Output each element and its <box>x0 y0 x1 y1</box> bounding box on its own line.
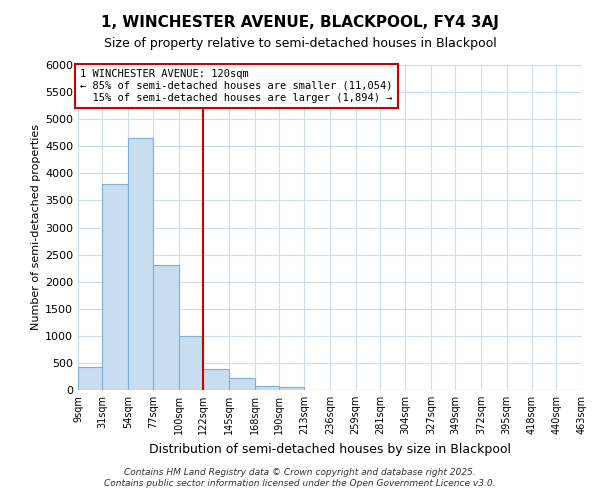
Bar <box>128 138 154 390</box>
Text: 1, WINCHESTER AVENUE, BLACKPOOL, FY4 3AJ: 1, WINCHESTER AVENUE, BLACKPOOL, FY4 3AJ <box>101 15 499 30</box>
Text: Size of property relative to semi-detached houses in Blackpool: Size of property relative to semi-detach… <box>104 38 496 51</box>
Bar <box>229 378 254 390</box>
Y-axis label: Number of semi-detached properties: Number of semi-detached properties <box>31 124 41 330</box>
Text: Contains HM Land Registry data © Crown copyright and database right 2025.
Contai: Contains HM Land Registry data © Crown c… <box>104 468 496 487</box>
Bar <box>254 386 279 390</box>
Bar <box>179 336 203 390</box>
Bar <box>279 388 304 390</box>
Text: 1 WINCHESTER AVENUE: 120sqm
← 85% of semi-detached houses are smaller (11,054)
 : 1 WINCHESTER AVENUE: 120sqm ← 85% of sem… <box>80 70 393 102</box>
Bar <box>103 184 128 390</box>
X-axis label: Distribution of semi-detached houses by size in Blackpool: Distribution of semi-detached houses by … <box>149 442 511 456</box>
Bar <box>203 370 229 390</box>
Bar <box>154 266 179 390</box>
Bar <box>78 366 103 390</box>
